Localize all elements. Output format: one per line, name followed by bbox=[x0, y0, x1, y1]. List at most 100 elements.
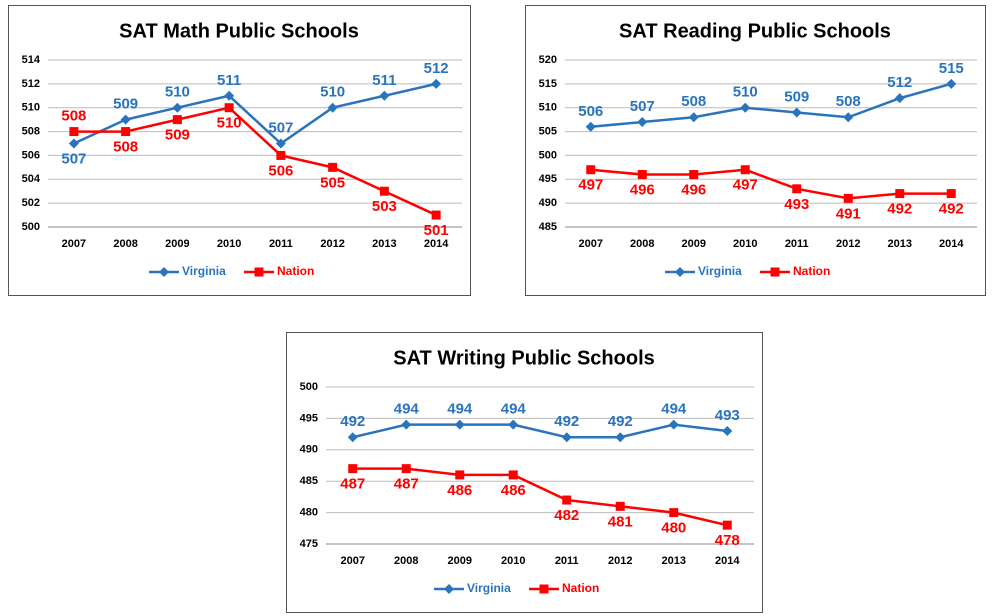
marker bbox=[508, 419, 519, 430]
marker bbox=[347, 432, 358, 443]
y-tick-label: 506 bbox=[22, 149, 40, 161]
data-label: 511 bbox=[217, 72, 241, 89]
chart: SAT Math Public Schools 500 502 504 506 508 51… bbox=[8, 5, 471, 296]
y-tick-label: 495 bbox=[539, 173, 557, 185]
chart-frame bbox=[286, 332, 763, 613]
marker bbox=[120, 114, 131, 125]
x-tick-label: 2014 bbox=[939, 238, 964, 250]
y-tick-label: 515 bbox=[539, 78, 557, 90]
data-label: 487 bbox=[340, 476, 365, 493]
marker bbox=[894, 93, 905, 104]
y-tick-label: 508 bbox=[22, 125, 40, 137]
y-tick-label: 490 bbox=[539, 197, 557, 209]
data-label: 501 bbox=[424, 222, 449, 239]
chart-frame bbox=[8, 5, 471, 296]
y-tick-label: 500 bbox=[22, 221, 40, 233]
data-label: 506 bbox=[578, 103, 603, 120]
marker bbox=[121, 127, 131, 137]
data-label: 508 bbox=[61, 108, 86, 125]
data-label: 492 bbox=[887, 201, 912, 218]
y-tick-label: 514 bbox=[22, 54, 41, 66]
marker bbox=[688, 112, 699, 123]
data-label: 492 bbox=[340, 413, 365, 430]
marker bbox=[561, 432, 572, 443]
data-label: 509 bbox=[784, 88, 809, 105]
marker bbox=[668, 419, 679, 430]
legend-label: Virginia bbox=[467, 581, 511, 595]
data-label: 509 bbox=[165, 127, 190, 144]
legend-label: Virginia bbox=[182, 264, 226, 278]
x-tick-label: 2014 bbox=[715, 555, 740, 567]
y-tick-label: 510 bbox=[539, 102, 557, 114]
marker bbox=[562, 495, 572, 505]
marker bbox=[615, 432, 626, 443]
marker bbox=[444, 584, 454, 594]
chart: SAT Writing Public Schools 475 480 485 490 49… bbox=[286, 332, 763, 613]
chart-frame bbox=[525, 5, 986, 296]
marker bbox=[69, 127, 79, 137]
marker bbox=[159, 267, 169, 277]
marker bbox=[172, 102, 183, 113]
data-label: 496 bbox=[681, 181, 706, 198]
marker bbox=[637, 117, 648, 128]
marker bbox=[508, 470, 518, 480]
data-label: 494 bbox=[394, 401, 420, 418]
legend-label: Nation bbox=[562, 581, 599, 595]
y-tick-label: 500 bbox=[300, 381, 318, 393]
data-label: 507 bbox=[630, 98, 655, 115]
data-label: 496 bbox=[630, 181, 655, 198]
marker bbox=[740, 102, 751, 113]
x-tick-label: 2014 bbox=[424, 238, 449, 250]
x-tick-label: 2013 bbox=[888, 238, 912, 250]
marker bbox=[669, 508, 679, 518]
marker bbox=[615, 501, 625, 511]
data-label: 487 bbox=[394, 476, 419, 493]
line bbox=[73, 106, 437, 217]
marker bbox=[843, 193, 853, 203]
y-tick-label: 504 bbox=[22, 173, 41, 185]
y-tick-label: 502 bbox=[22, 197, 40, 209]
marker bbox=[792, 184, 802, 194]
data-label: 515 bbox=[939, 60, 964, 77]
legend-label: Nation bbox=[793, 264, 830, 278]
data-label: 492 bbox=[939, 201, 964, 218]
data-label: 507 bbox=[61, 150, 86, 167]
data-label: 508 bbox=[681, 93, 706, 110]
x-tick-label: 2009 bbox=[448, 555, 472, 567]
y-tick-label: 485 bbox=[300, 475, 318, 487]
data-label: 508 bbox=[836, 93, 861, 110]
legend-label: Nation bbox=[277, 264, 314, 278]
marker bbox=[431, 210, 441, 220]
data-label: 506 bbox=[268, 162, 293, 179]
chart-title: SAT Writing Public Schools bbox=[393, 347, 655, 369]
data-label: 492 bbox=[608, 413, 633, 430]
data-label: 486 bbox=[501, 482, 526, 499]
data-label: 510 bbox=[217, 115, 242, 132]
marker bbox=[740, 165, 750, 175]
chart-title: SAT Reading Public Schools bbox=[619, 20, 891, 42]
marker bbox=[946, 189, 956, 199]
data-label: 512 bbox=[887, 74, 912, 91]
data-label: 510 bbox=[165, 84, 190, 101]
data-label: 481 bbox=[608, 513, 633, 530]
marker bbox=[327, 102, 338, 113]
x-tick-label: 2013 bbox=[372, 238, 396, 250]
y-tick-label: 495 bbox=[300, 412, 318, 424]
data-label: 494 bbox=[501, 401, 527, 418]
marker bbox=[539, 584, 549, 594]
data-label: 494 bbox=[661, 401, 687, 418]
marker bbox=[722, 520, 732, 530]
data-label: 480 bbox=[661, 520, 686, 537]
data-label: 492 bbox=[554, 413, 579, 430]
marker bbox=[379, 186, 389, 196]
line bbox=[590, 82, 952, 129]
data-label: 493 bbox=[784, 196, 809, 213]
marker bbox=[224, 90, 235, 101]
marker bbox=[585, 121, 596, 132]
marker bbox=[254, 267, 264, 277]
data-label: 510 bbox=[320, 84, 345, 101]
legend-label: Virginia bbox=[698, 264, 742, 278]
y-tick-label: 500 bbox=[539, 149, 557, 161]
data-label: 497 bbox=[733, 177, 758, 194]
data-label: 512 bbox=[424, 60, 449, 77]
